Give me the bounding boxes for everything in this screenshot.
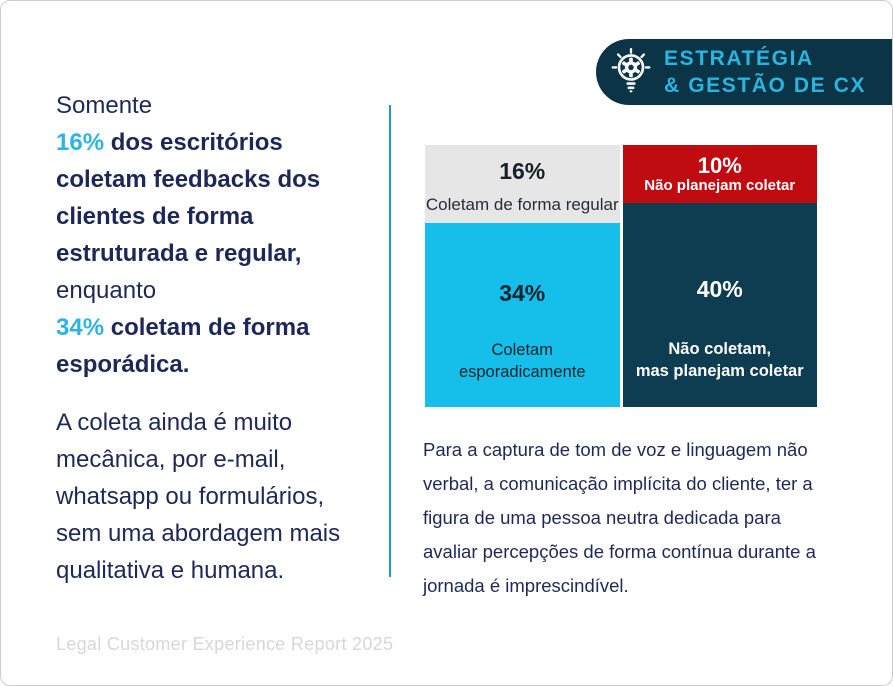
block-value: 40% <box>696 276 743 302</box>
intro-stat-1: 16% dos escritórios coletam feedbacks do… <box>56 124 358 272</box>
badge-line-1: ESTRATÉGIA <box>664 47 814 70</box>
chart-block-coletam-regular: 16% Coletam de forma regular <box>425 145 620 223</box>
category-badge: ESTRATÉGIA & GESTÃO DE CX <box>596 39 892 105</box>
vertical-divider <box>389 105 391 577</box>
chart-block-coletam-esporadicamente: 34% Coletam esporadicamente <box>425 223 620 407</box>
lightbulb-gear-icon <box>610 48 652 96</box>
chart-right-column: 10% Não planejam coletar 40% Não coletam… <box>622 145 818 407</box>
block-label: Não planejam coletar <box>644 177 796 194</box>
intro-statement: Somente 16% dos escritórios coletam feed… <box>56 87 358 383</box>
chart-block-nao-coletam-planejam: 40% Não coletam, mas planejam coletar <box>622 203 818 407</box>
block-label: Coletam de forma regular <box>425 195 619 214</box>
block-label-line: mas planejam coletar <box>635 362 804 380</box>
stat-2-text: coletam de forma esporádica. <box>56 314 310 378</box>
block-value: 34% <box>499 280 546 306</box>
badge-title: ESTRATÉGIA & GESTÃO DE CX <box>664 45 866 99</box>
report-footer: Legal Customer Experience Report 2025 <box>56 634 394 654</box>
intro-connector: enquanto <box>56 277 157 304</box>
chart-caption: Para a captura de tom de voz e linguagem… <box>423 439 816 596</box>
stat-1-text: dos escritórios coletam feedbacks dos cl… <box>56 129 321 267</box>
feedback-collection-chart: 16% Coletam de forma regular 34% Coletam… <box>425 145 817 407</box>
block-label: Coletam esporadicamente <box>425 339 620 383</box>
intro-prefix: Somente <box>56 92 153 119</box>
block-label-line: Coletam <box>491 341 553 359</box>
badge-line-2: & GESTÃO DE CX <box>664 74 867 97</box>
block-label-line: Não coletam, <box>668 340 772 358</box>
block-value: 16% <box>499 158 546 184</box>
stat-34-percent: 34% <box>56 314 105 341</box>
block-label-line: esporadicamente <box>458 363 586 381</box>
paragraph-collection-method: A coleta ainda é muito mecânica, por e-m… <box>56 409 341 584</box>
stat-16-percent: 16% <box>56 129 105 156</box>
intro-stat-2: 34% coletam de forma esporádica. <box>56 309 358 383</box>
chart-left-column: 16% Coletam de forma regular 34% Coletam… <box>425 145 620 407</box>
chart-block-nao-planejam: 10% Não planejam coletar <box>622 145 817 203</box>
block-value: 10% <box>697 153 742 178</box>
block-label: Não coletam, mas planejam coletar <box>623 338 818 382</box>
